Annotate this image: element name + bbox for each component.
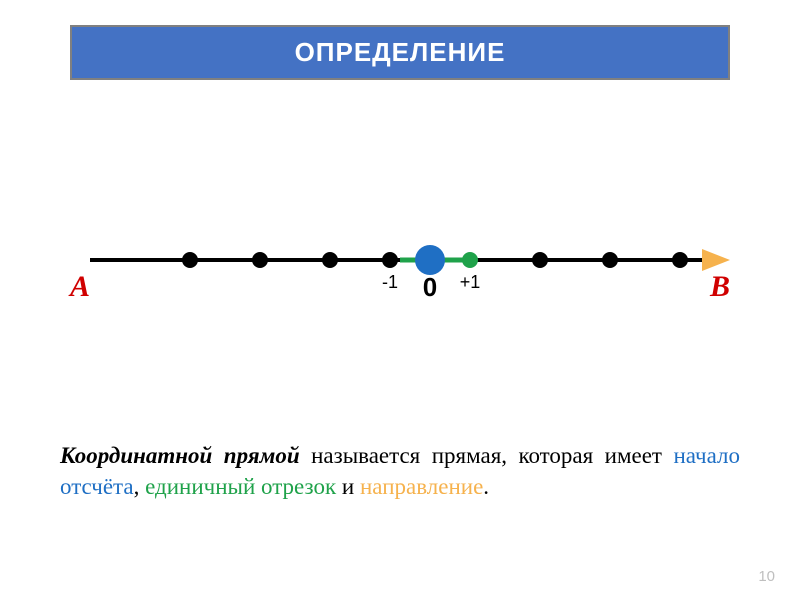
header-bar: ОПРЕДЕЛЕНИЕ <box>70 25 730 80</box>
definition-part1: называется прямая, которая имеет <box>300 443 674 468</box>
definition-unit: единичный отрезок <box>145 474 336 499</box>
svg-text:A: A <box>68 270 90 303</box>
definition-comma: , <box>134 474 146 499</box>
header-title: ОПРЕДЕЛЕНИЕ <box>295 37 506 68</box>
svg-text:B: B <box>709 270 730 303</box>
svg-text:0: 0 <box>423 272 437 302</box>
definition-text: Координатной прямой называется прямая, к… <box>60 440 740 502</box>
number-line-diagram: -1 0 +1 A B <box>60 220 740 320</box>
svg-text:-1: -1 <box>382 272 398 292</box>
definition-and: и <box>336 474 360 499</box>
page-number: 10 <box>758 568 775 585</box>
definition-lead: Координатной прямой <box>60 443 300 468</box>
svg-text:+1: +1 <box>460 272 481 292</box>
definition-period: . <box>483 474 489 499</box>
definition-direction: направление <box>360 474 483 499</box>
